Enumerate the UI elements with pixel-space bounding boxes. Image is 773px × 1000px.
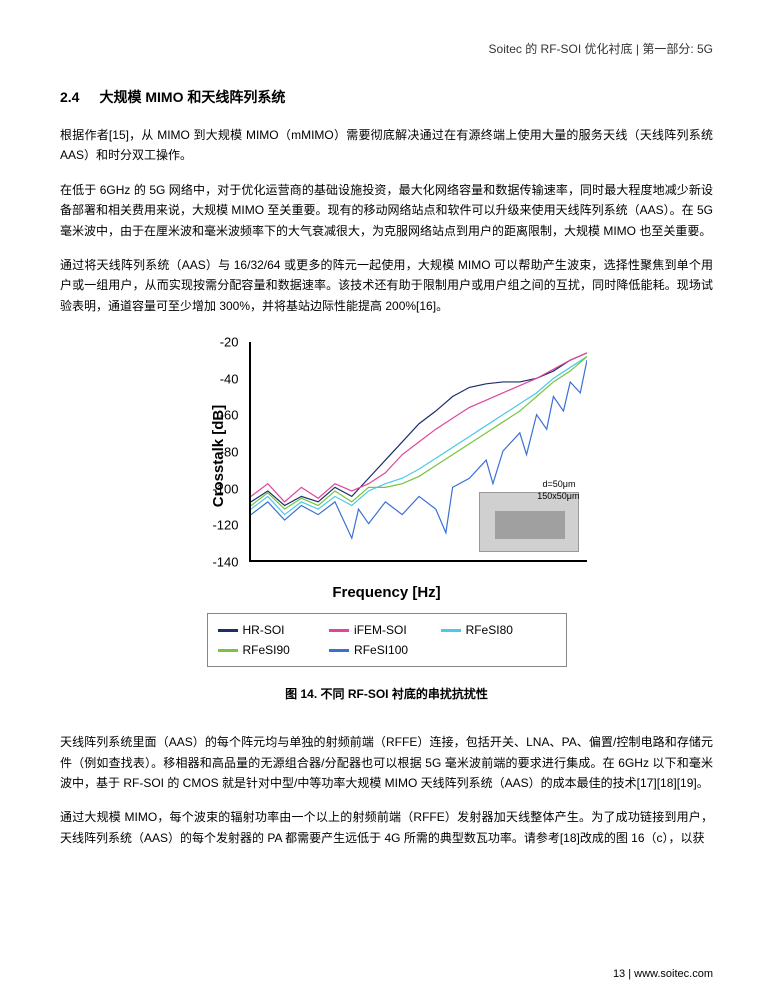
ytick-label: -40 (220, 371, 239, 386)
legend-swatch (329, 629, 349, 632)
section-title: 大规模 MIMO 和天线阵列系统 (99, 89, 285, 105)
paragraph-3: 通过将天线阵列系统（AAS）与 16/32/64 或更多的阵元一起使用，大规模 … (60, 255, 713, 316)
legend-label: RFeSI80 (466, 623, 513, 637)
crosstalk-chart: Crosstalk [dB] -20-40-60-80-100-120-140 … (177, 336, 597, 667)
chart-yticks: -20 -40 -60 -80 -100 -120 -140 (205, 336, 245, 576)
figure-caption: 图 14. 不同 RF-SOI 衬底的串扰抗扰性 (60, 685, 713, 702)
section-number: 2.4 (60, 89, 79, 105)
legend-swatch (218, 649, 238, 652)
paragraph-1: 根据作者[15]，从 MIMO 到大规模 MIMO（mMIMO）需要彻底解决通过… (60, 125, 713, 166)
legend-label: RFeSI100 (354, 643, 408, 657)
ytick-label: -120 (212, 518, 238, 533)
paragraph-4: 天线阵列系统里面（AAS）的每个阵元均与单独的射频前端（RFFE）连接，包括开关… (60, 732, 713, 793)
ytick-label: -100 (212, 481, 238, 496)
series-RFeSI80 (251, 357, 587, 515)
series-RFeSI90 (251, 357, 587, 510)
legend-item: RFeSI90 (218, 640, 330, 660)
chart-inset-diagram: d=50μm 150x50μm (479, 492, 579, 552)
series-HR-SOI (251, 353, 587, 506)
legend-item: RFeSI100 (329, 640, 441, 660)
legend-item: RFeSI80 (441, 620, 553, 640)
legend-item: HR-SOI (218, 620, 330, 640)
paragraph-2: 在低于 6GHz 的 5G 网络中，对于优化运营商的基础设施投资，最大化网络容量… (60, 180, 713, 241)
inset-size-label: 150x50μm (537, 491, 579, 501)
legend-label: iFEM-SOI (354, 623, 407, 637)
ytick-label: -80 (220, 445, 239, 460)
ytick-label: -60 (220, 408, 239, 423)
paragraph-5: 通过大规模 MIMO，每个波束的辐射功率由一个以上的射频前端（RFFE）发射器加… (60, 807, 713, 848)
legend-label: RFeSI90 (243, 643, 290, 657)
chart-xlabel: Frequency [Hz] (177, 584, 597, 601)
ytick-label: -20 (220, 335, 239, 350)
inset-d-label: d=50μm (543, 479, 576, 489)
page-header: Soitec 的 RF-SOI 优化衬底 | 第一部分: 5G (60, 40, 713, 57)
chart-plot-area: d=50μm 150x50μm (249, 342, 587, 562)
series-iFEM-SOI (251, 353, 587, 502)
legend-swatch (329, 649, 349, 652)
chart-legend: HR-SOI iFEM-SOI RFeSI80 RFeSI90 RFeSI100 (207, 613, 567, 667)
legend-swatch (218, 629, 238, 632)
legend-swatch (441, 629, 461, 632)
section-heading: 2.4 大规模 MIMO 和天线阵列系统 (60, 87, 713, 107)
legend-item: iFEM-SOI (329, 620, 441, 640)
ytick-label: -140 (212, 555, 238, 570)
page-footer: 13 | www.soitec.com (613, 968, 713, 980)
legend-label: HR-SOI (243, 623, 285, 637)
